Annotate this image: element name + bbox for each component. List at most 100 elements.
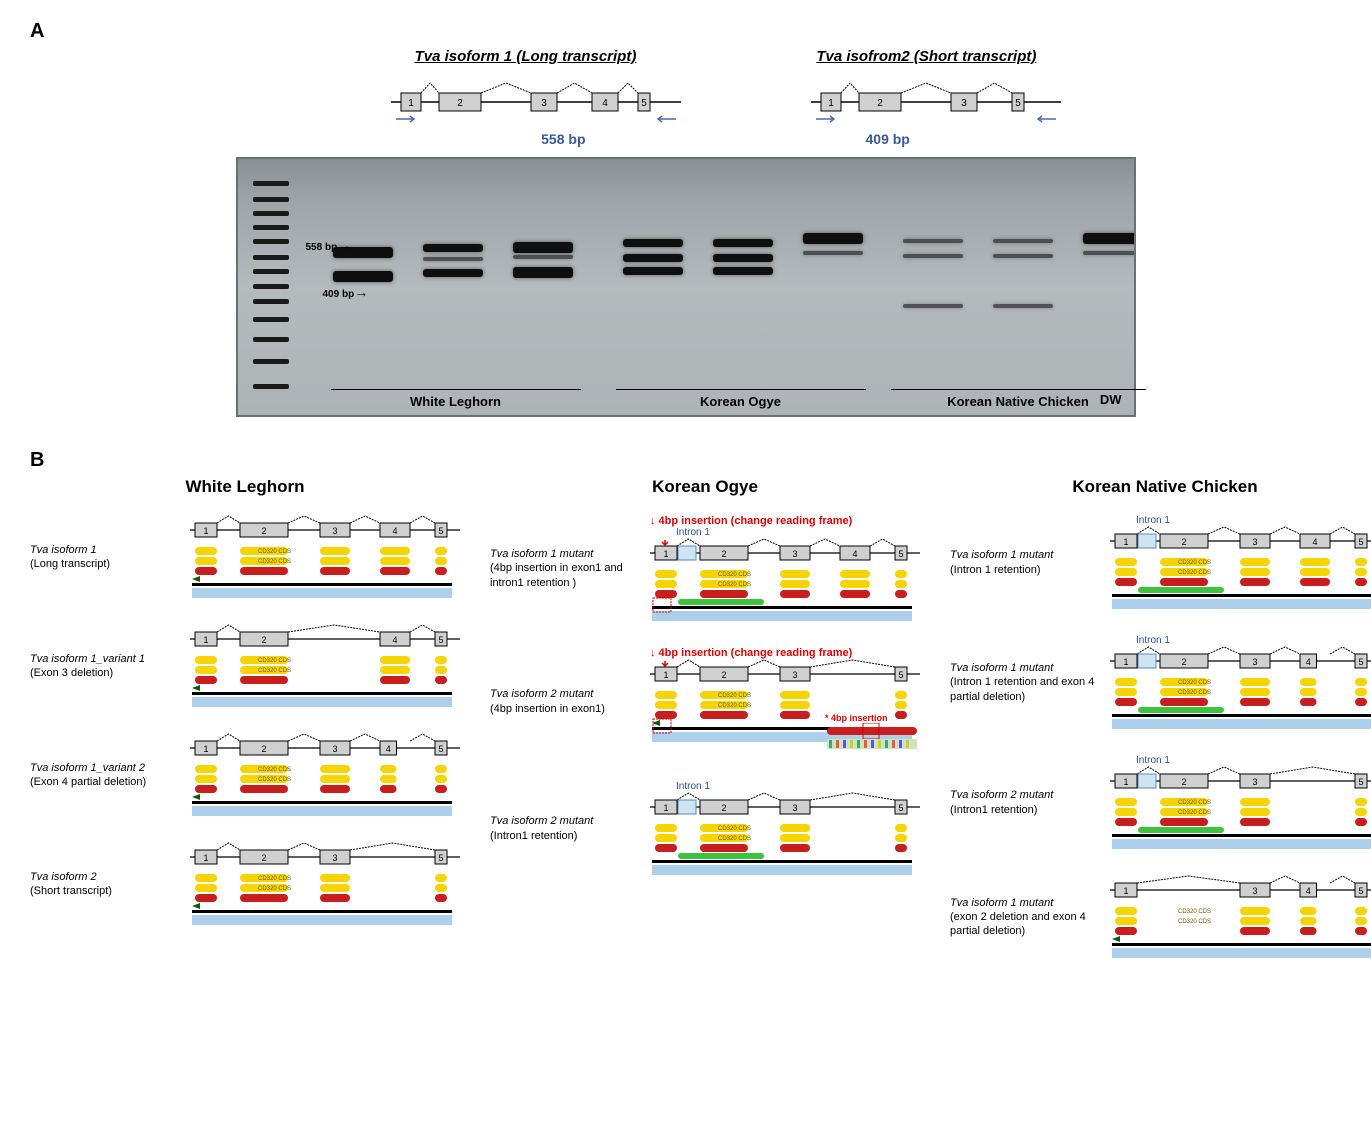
isoform-diagram: Intron 112345CD320 CDSCD320 CDS xyxy=(1110,635,1371,730)
svg-text:2: 2 xyxy=(261,526,266,536)
isoform-block: Tva isoform 1 mutant(Intron 1 retention … xyxy=(950,635,1371,730)
svg-text:2: 2 xyxy=(721,803,726,813)
isoform-diagram: 12345CD320 CDSCD320 CDS xyxy=(190,733,460,817)
svg-text:3: 3 xyxy=(332,526,337,536)
svg-text:CD320 CDS: CD320 CDS xyxy=(258,876,291,882)
column-title: White Leghorn xyxy=(30,477,460,497)
svg-text:CD320 CDS: CD320 CDS xyxy=(718,693,751,699)
svg-text:5: 5 xyxy=(1358,537,1363,547)
isoform-label: Tva isoform 1(Long transcript) xyxy=(30,543,180,572)
band-label: 409 bp→ xyxy=(323,284,369,300)
isoform-block: Tva isoform 1_variant 1(Exon 3 deletion)… xyxy=(30,624,460,708)
isoform-diagram: 1345CD320 CDSCD320 CDS xyxy=(1110,875,1371,959)
svg-text:3: 3 xyxy=(1252,537,1257,547)
gene-diagram: 1235 xyxy=(806,75,1066,123)
svg-text:CD320 CDS: CD320 CDS xyxy=(258,777,291,783)
svg-text:5: 5 xyxy=(641,98,647,109)
isoform-headers: Tva isoform 1 (Long transcript) Tva isof… xyxy=(110,48,1341,65)
isoform-diagram: Intron 112345CD320 CDSCD320 CDS xyxy=(1110,515,1371,610)
isoform-diagram: Intron 11235CD320 CDSCD320 CDS xyxy=(1110,755,1371,850)
svg-text:CD320 CDS: CD320 CDS xyxy=(258,886,291,892)
isoform-label: Tva isoform 1 mutant(exon 2 deletion and… xyxy=(950,896,1100,939)
svg-text:3: 3 xyxy=(792,803,797,813)
isoform-diagram: 1235CD320 CDSCD320 CDS xyxy=(190,842,460,926)
svg-text:3: 3 xyxy=(792,670,797,680)
svg-text:CD320 CDS: CD320 CDS xyxy=(718,582,751,588)
gene-diagram: 12345 xyxy=(386,75,686,123)
isoform-block: Tva isoform 1 mutant(4bp insertion in ex… xyxy=(490,515,920,622)
svg-text:CD320 CDS: CD320 CDS xyxy=(1178,909,1211,915)
insertion-annotation: ↓ 4bp insertion (change reading frame) xyxy=(650,515,920,527)
svg-text:3: 3 xyxy=(1252,777,1257,787)
isoform-label: Tva isoform 2 mutant(Intron1 retention) xyxy=(950,788,1100,817)
svg-text:5: 5 xyxy=(1015,98,1021,109)
svg-text:CD320 CDS: CD320 CDS xyxy=(718,572,751,578)
svg-text:4: 4 xyxy=(1312,537,1317,547)
svg-text:4: 4 xyxy=(392,635,397,645)
isoform-block: Tva isoform 2(Short transcript)1235CD320… xyxy=(30,842,460,926)
ladder xyxy=(253,169,293,409)
isoform-label: Tva isoform 1_variant 2(Exon 4 partial d… xyxy=(30,761,180,790)
svg-text:2: 2 xyxy=(261,853,266,863)
isoform-diagram: ↓ 4bp insertion (change reading frame)In… xyxy=(650,515,920,622)
svg-text:1: 1 xyxy=(203,744,208,754)
svg-text:CD320 CDS: CD320 CDS xyxy=(718,826,751,832)
panel-a: A Tva isoform 1 (Long transcript) Tva is… xyxy=(30,20,1341,419)
panel-b: B White LeghornTva isoform 1(Long transc… xyxy=(30,449,1341,984)
gel-group: Korean Native Chicken xyxy=(891,389,1146,409)
svg-text:5: 5 xyxy=(898,803,903,813)
intron1-annotation: Intron 1 xyxy=(676,527,920,538)
svg-text:CD320 CDS: CD320 CDS xyxy=(258,559,291,565)
svg-text:3: 3 xyxy=(961,98,967,109)
svg-text:4: 4 xyxy=(1306,657,1311,667)
svg-text:CD320 CDS: CD320 CDS xyxy=(258,668,291,674)
isoform-diagram: ↓ 4bp insertion (change reading frame)12… xyxy=(650,647,920,756)
isoform-diagram: Intron 1 1 2 3 5 CD320 CDS CD320 CDS xyxy=(650,781,920,876)
svg-text:1: 1 xyxy=(203,853,208,863)
svg-text:3: 3 xyxy=(792,549,797,559)
isoform-block: Tva isoform 1_variant 2(Exon 4 partial d… xyxy=(30,733,460,817)
svg-text:CD320 CDS: CD320 CDS xyxy=(1178,810,1211,816)
column-title: Korean Native Chicken xyxy=(950,477,1371,497)
isoform-label: Tva isoform 1_variant 1(Exon 3 deletion) xyxy=(30,652,180,681)
svg-text:2: 2 xyxy=(261,744,266,754)
svg-text:CD320 CDS: CD320 CDS xyxy=(258,549,291,555)
svg-text:CD320 CDS: CD320 CDS xyxy=(718,836,751,842)
isoform-block: Tva isoform 1 mutant(exon 2 deletion and… xyxy=(950,875,1371,959)
svg-text:CD320 CDS: CD320 CDS xyxy=(258,658,291,664)
intron1-annotation: Intron 1 xyxy=(676,781,920,792)
svg-text:2: 2 xyxy=(877,98,883,109)
svg-text:2: 2 xyxy=(1181,537,1186,547)
band-label: 558 bp→ xyxy=(306,237,352,253)
panel-b-column: Korean Native Chicken Tva isoform 1 mutan… xyxy=(950,477,1371,984)
isoform-label: Tva isoform 1 mutant(Intron 1 retention) xyxy=(950,548,1100,577)
isoform2-bp: 409 bp xyxy=(866,131,910,147)
isoform-label: Tva isoform 1 mutant(4bp insertion in ex… xyxy=(490,547,640,590)
svg-text:1: 1 xyxy=(663,803,668,813)
isoform1-bp: 558 bp xyxy=(541,131,585,147)
isoform-label: Tva isoform 2 mutant(Intron1 retention) xyxy=(490,814,640,843)
gel-image: 558 bp→409 bp→DW xyxy=(236,157,1136,417)
svg-text:1: 1 xyxy=(203,526,208,536)
svg-text:3: 3 xyxy=(332,853,337,863)
intron1-annotation: Intron 1 xyxy=(1136,755,1371,766)
isoform-diagram: 1245CD320 CDSCD320 CDS xyxy=(190,624,460,708)
svg-text:1: 1 xyxy=(1123,886,1128,896)
svg-text:4: 4 xyxy=(852,549,857,559)
svg-text:4: 4 xyxy=(392,526,397,536)
intron1-annotation: Intron 1 xyxy=(1136,635,1371,646)
isoform-block: Tva isoform 2 mutant(4bp insertion in ex… xyxy=(490,647,920,756)
gel-group: Korean Ogye xyxy=(616,389,866,409)
svg-text:2: 2 xyxy=(721,549,726,559)
svg-text:4: 4 xyxy=(602,98,608,109)
isoform-label: Tva isoform 1 mutant(Intron 1 retention … xyxy=(950,661,1100,704)
svg-text:4: 4 xyxy=(1306,886,1311,896)
svg-text:CD320 CDS: CD320 CDS xyxy=(1178,570,1211,576)
svg-text:3: 3 xyxy=(541,98,547,109)
svg-text:1: 1 xyxy=(1123,777,1128,787)
intron1-annotation: Intron 1 xyxy=(1136,515,1371,526)
svg-text:CD320 CDS: CD320 CDS xyxy=(258,767,291,773)
svg-text:5: 5 xyxy=(1358,657,1363,667)
isoform-block: Tva isoform 2 mutant(Intron1 retention) I… xyxy=(490,781,920,876)
svg-text:5: 5 xyxy=(1358,886,1363,896)
